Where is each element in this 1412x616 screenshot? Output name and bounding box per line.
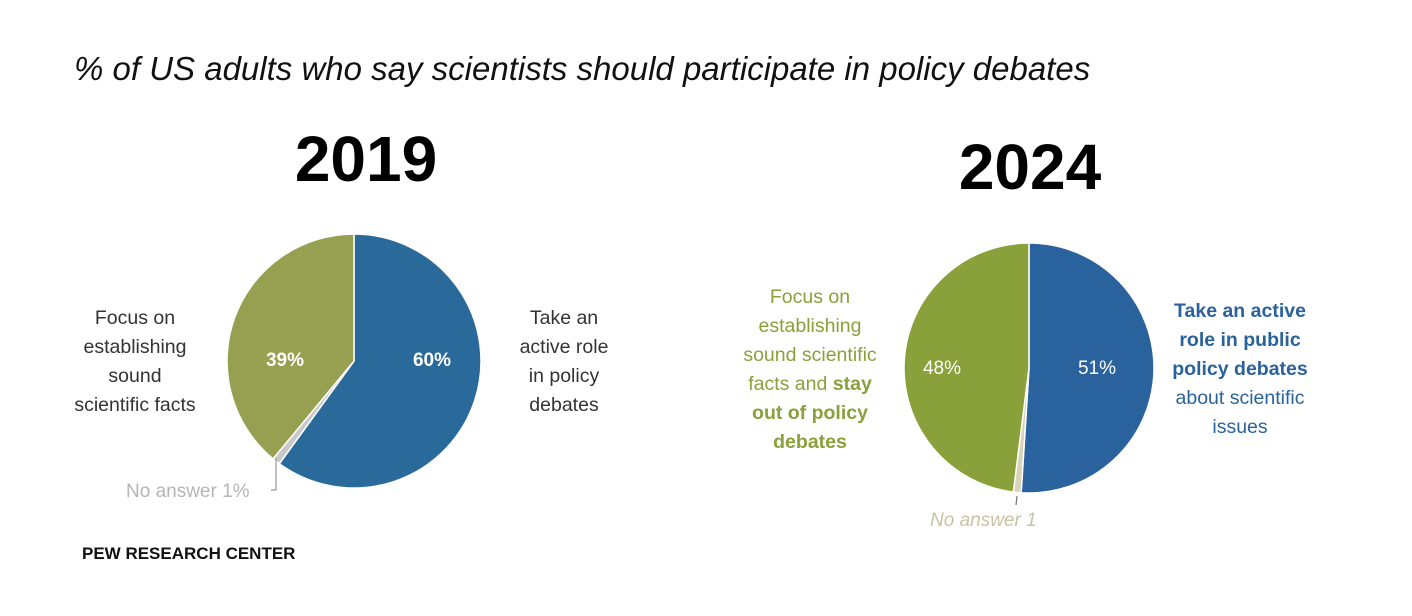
pie-slice-2024-active xyxy=(1020,242,1155,494)
label-line: Focus on xyxy=(74,304,195,333)
data-label-2024-focus: 48% xyxy=(922,358,962,379)
label-segment: in policy xyxy=(528,365,600,387)
label-line: about scientific xyxy=(1172,384,1307,413)
label-segment: Take an active xyxy=(1174,300,1306,322)
leader-line-2024 xyxy=(1015,495,1018,506)
leader-line-2019 xyxy=(271,458,277,491)
label-line: role in public xyxy=(1172,326,1307,355)
slice-label-2024-focus: Focus on establishing sound scientific fact… xyxy=(743,283,876,457)
label-segment: debates xyxy=(529,394,599,416)
label-line: sound scientific xyxy=(743,341,876,370)
pie-title-2024: 2024 xyxy=(958,131,1102,203)
label-line: scientific facts xyxy=(74,391,195,420)
data-label: 1 xyxy=(1026,510,1037,531)
label-line: in policy xyxy=(520,362,609,391)
label-segment: debates xyxy=(773,431,847,453)
label-segment: Take an xyxy=(529,307,599,329)
pie-slice-2024-focus xyxy=(903,242,1030,493)
slice-label-2019-active: Take an active role in policy debates xyxy=(520,304,609,420)
label-segment: establishing xyxy=(83,336,187,358)
label-line: establishing xyxy=(743,312,876,341)
data-label: 1% xyxy=(222,481,250,502)
data-label-2019-active: 60% xyxy=(412,350,452,371)
data-label-2024-active: 51% xyxy=(1077,358,1117,379)
label-segment: stay xyxy=(832,373,872,395)
label-segment: out of policy xyxy=(752,402,868,424)
label-segment: Focus on xyxy=(94,307,176,329)
chart-title: % of US adults who say scientists should… xyxy=(74,50,1091,87)
label-line: debates xyxy=(520,391,609,420)
label-segment: policy debates xyxy=(1172,358,1308,380)
label-line: issues xyxy=(1172,413,1307,442)
label-line: debates xyxy=(743,428,876,457)
slice-label-2024-active: Take an active role in public policy debat… xyxy=(1172,297,1307,442)
label-segment: facts and xyxy=(748,373,833,395)
data-label-2019-focus: 39% xyxy=(265,350,305,371)
slice-label-2019-focus: Focus on establishing sound scientific fact… xyxy=(74,304,195,420)
label-segment: sound scientific xyxy=(743,344,877,366)
label-segment: active role xyxy=(519,336,609,358)
slice-label-text: No answer xyxy=(126,481,223,502)
no-answer-label-2019: No answer 1% xyxy=(126,481,250,503)
label-line: Take an xyxy=(520,304,609,333)
label-line: establishing xyxy=(74,333,195,362)
label-line: sound xyxy=(74,362,195,391)
label-line: Focus on xyxy=(743,283,876,312)
label-segment: Focus on xyxy=(769,286,851,308)
pie-slice-2019-focus xyxy=(226,233,355,460)
source-footer: PEW RESEARCH CENTER xyxy=(82,544,296,563)
label-line: active role xyxy=(520,333,609,362)
label-segment: role in public xyxy=(1179,329,1301,351)
slice-label-text: No answer xyxy=(930,510,1027,531)
label-line: Take an active xyxy=(1172,297,1307,326)
label-line: policy debates xyxy=(1172,355,1307,384)
label-segment: establishing xyxy=(758,315,862,337)
pie-slice-2019-active xyxy=(278,233,482,489)
label-line: out of policy xyxy=(743,399,876,428)
no-answer-label-2024: No answer 1 xyxy=(930,510,1037,532)
label-segment: issues xyxy=(1212,416,1268,438)
pie-title-2019: 2019 xyxy=(294,123,438,195)
label-segment: about scientific xyxy=(1175,387,1305,409)
label-segment: sound xyxy=(108,365,162,387)
label-line: facts and stay xyxy=(743,370,876,399)
label-segment: scientific facts xyxy=(74,394,196,416)
